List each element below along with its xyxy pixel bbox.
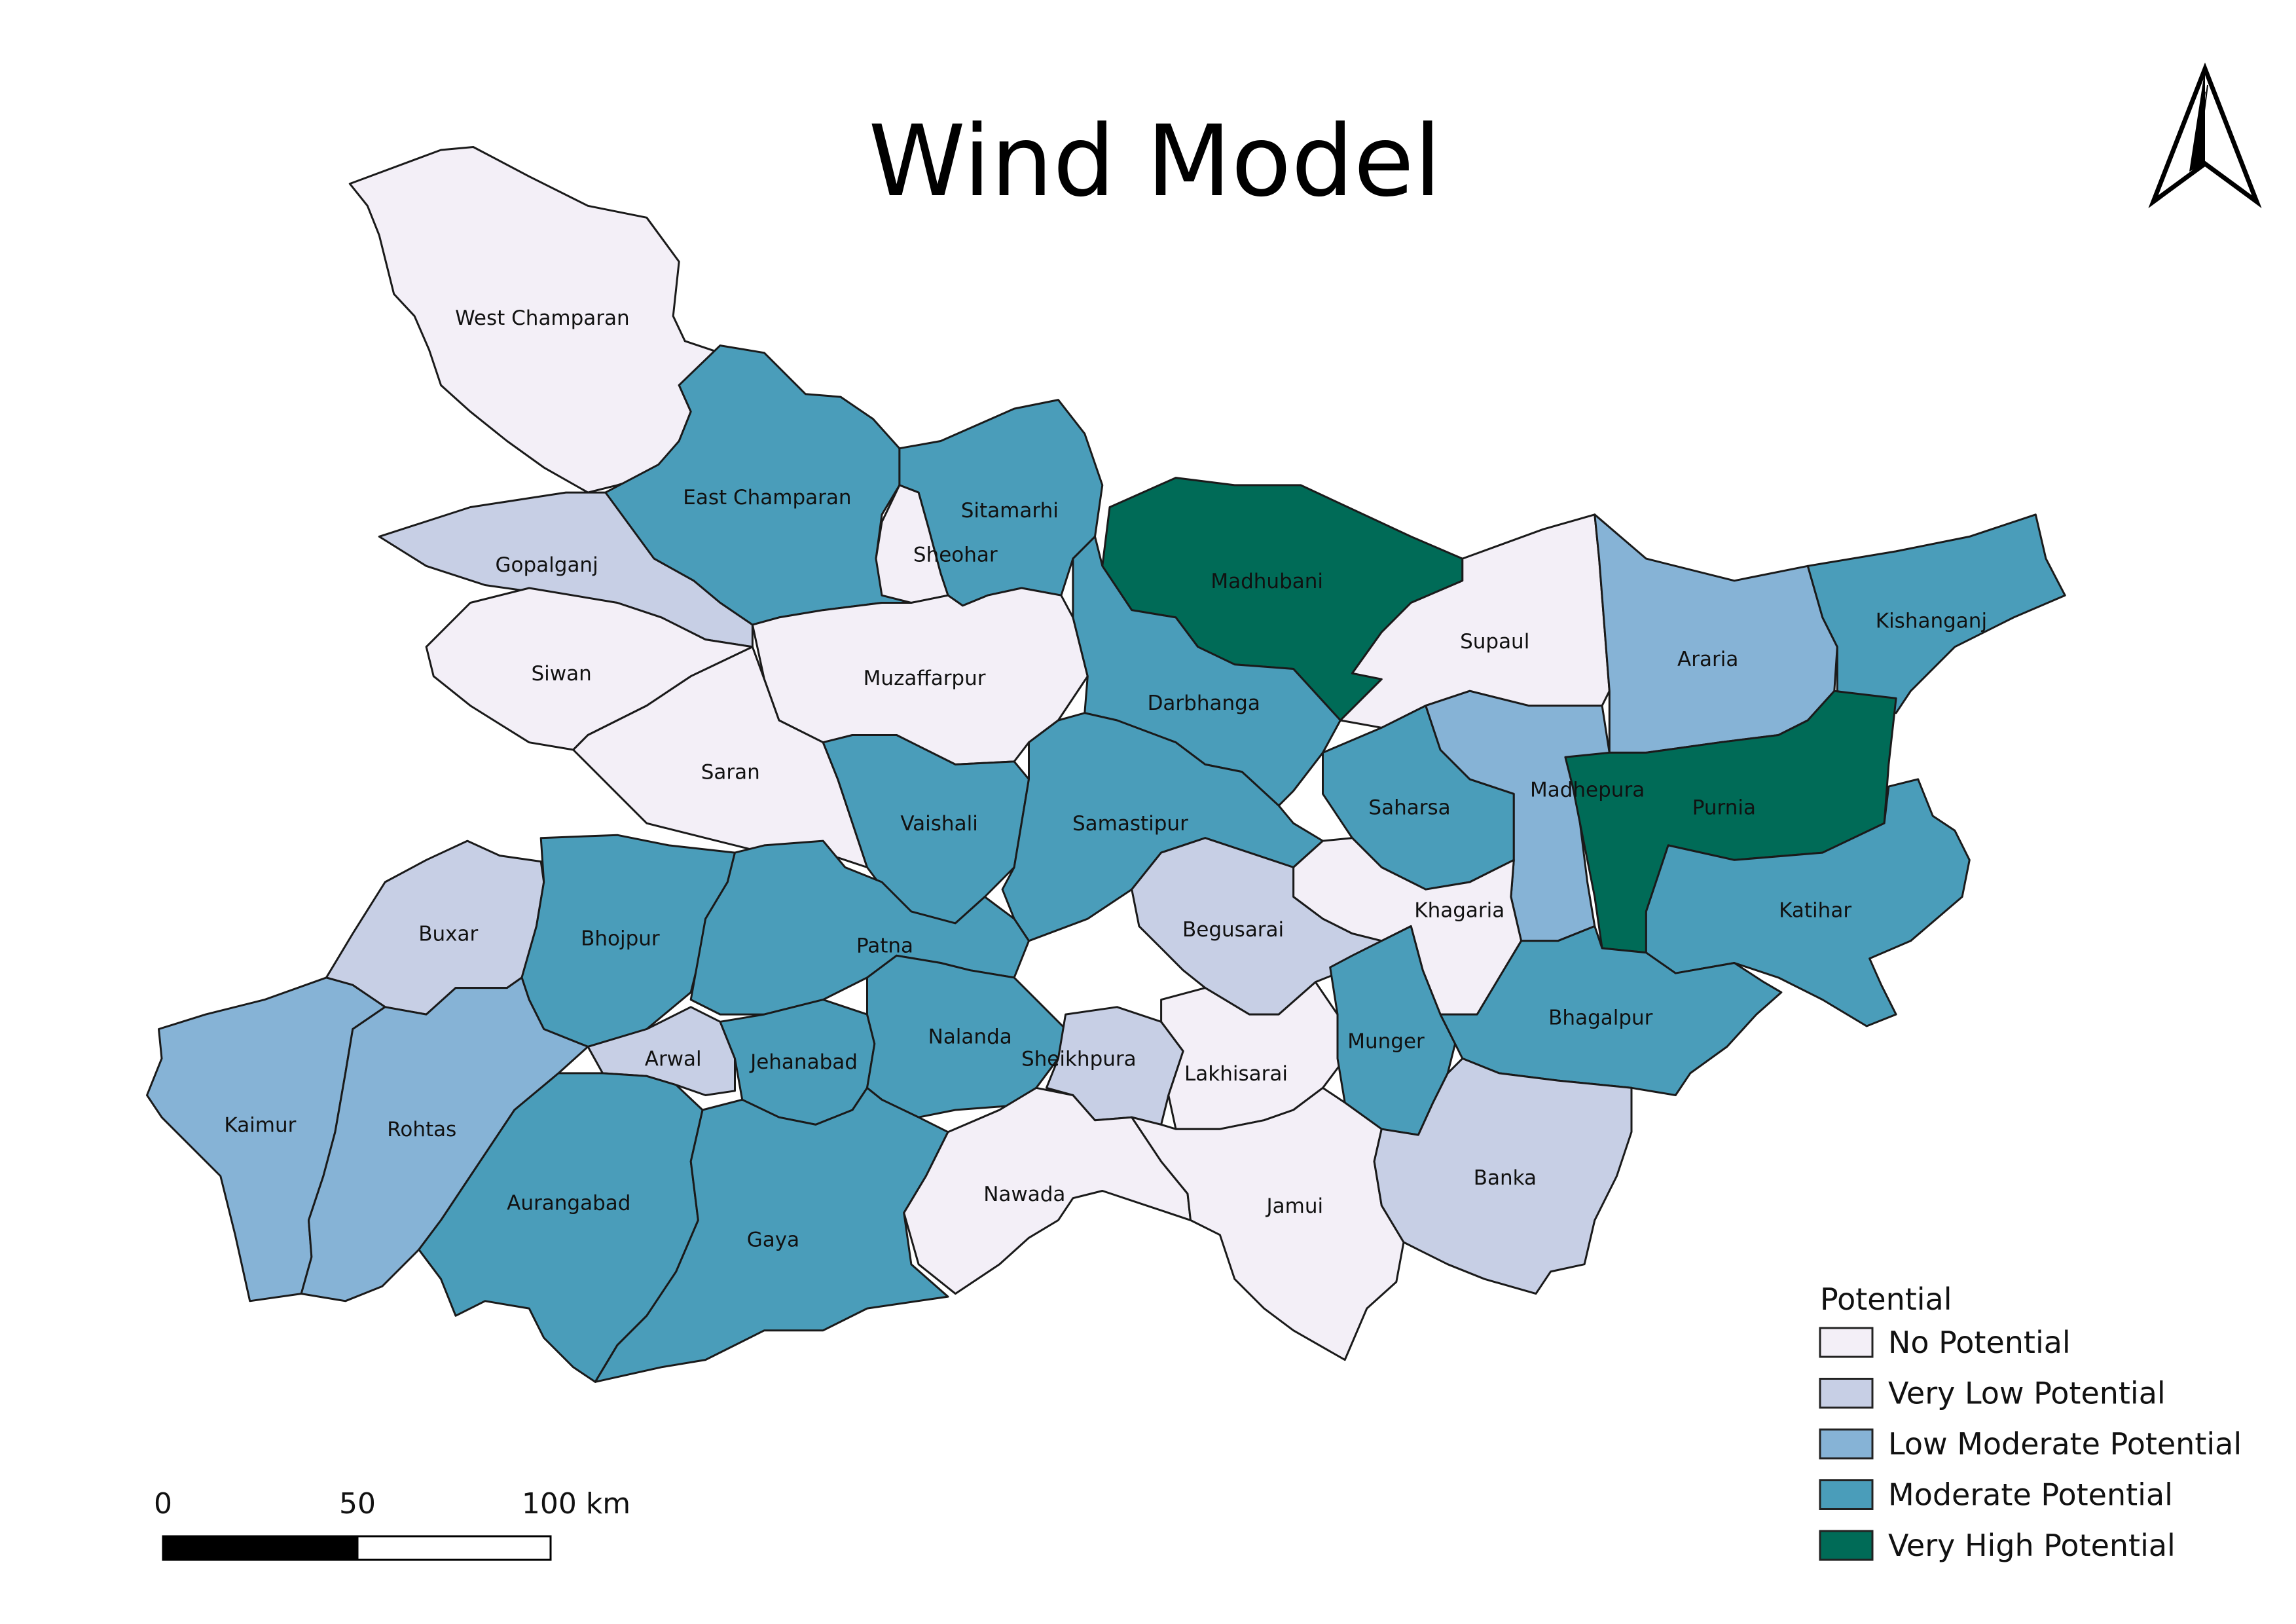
district-label-siwan: Siwan	[531, 662, 591, 686]
north-arrow-icon	[2148, 62, 2262, 208]
district-label-khagaria: Khagaria	[1414, 899, 1504, 923]
district-label-nawada: Nawada	[983, 1183, 1065, 1206]
legend-swatch-very-low-potential	[1819, 1378, 1874, 1409]
district-label-gaya: Gaya	[747, 1228, 799, 1252]
district-label-nalanda: Nalanda	[928, 1025, 1012, 1049]
district-bhojpur	[520, 834, 736, 1048]
legend-swatch-moderate-potential	[1819, 1479, 1874, 1510]
district-label-madhubani: Madhubani	[1211, 570, 1323, 593]
district-label-saran: Saran	[701, 761, 760, 784]
district-label-katihar: Katihar	[1779, 899, 1851, 923]
district-label-muzaffarpur: Muzaffarpur	[864, 667, 986, 690]
district-label-samastipur: Samastipur	[1072, 812, 1188, 836]
district-layer: West Champaran East Champaran Sitamarhi She…	[146, 146, 2066, 1383]
district-label-vaishali: Vaishali	[900, 812, 977, 836]
district-label-kishanganj: Kishanganj	[1876, 609, 1987, 633]
district-label-rohtas: Rohtas	[387, 1118, 456, 1141]
district-label-buxar: Buxar	[418, 923, 478, 946]
scale-segment-light	[356, 1535, 552, 1561]
scale-bar: 0 50 100 km	[154, 1487, 630, 1561]
district-label-kaimur: Kaimur	[224, 1113, 296, 1137]
legend-swatch-low-moderate-potential	[1819, 1428, 1874, 1460]
district-label-bhagalpur: Bhagalpur	[1548, 1006, 1653, 1030]
district-label-saharsa: Saharsa	[1368, 796, 1450, 820]
district-label-darbhanga: Darbhanga	[1148, 692, 1260, 715]
district-label-supaul: Supaul	[1460, 630, 1529, 654]
map-title: Wind Model	[868, 105, 1441, 219]
district-label-patna: Patna	[856, 934, 913, 958]
district-label-sheohar: Sheohar	[913, 543, 998, 566]
district-label-west-champaran: West Champaran	[455, 306, 630, 330]
district-label-begusarai: Begusarai	[1182, 918, 1284, 942]
district-label-araria: Araria	[1677, 648, 1738, 671]
scale-label-0: 0	[154, 1487, 172, 1521]
district-label-munger: Munger	[1347, 1030, 1425, 1054]
legend-items: No Potential Very Low Potential Low Modera…	[1819, 1325, 2242, 1563]
legend-label-very-low-potential: Very Low Potential	[1888, 1376, 2166, 1411]
legend-label-no-potential: No Potential	[1888, 1325, 2071, 1360]
district-vaishali	[822, 734, 1030, 925]
legend-title: Potential	[1820, 1282, 1952, 1317]
district-label-purnia: Purnia	[1692, 796, 1756, 820]
legend-swatch-no-potential	[1819, 1327, 1874, 1358]
district-label-lakhisarai: Lakhisarai	[1184, 1062, 1288, 1086]
legend-label-low-moderate-potential: Low Moderate Potential	[1888, 1426, 2242, 1462]
district-label-madhepura: Madhepura	[1530, 779, 1645, 802]
district-label-banka: Banka	[1474, 1166, 1537, 1190]
district-label-arwal: Arwal	[645, 1047, 702, 1071]
district-label-sitamarhi: Sitamarhi	[961, 499, 1059, 523]
district-label-jamui: Jamui	[1265, 1194, 1323, 1218]
district-label-east-champaran: East Champaran	[683, 486, 851, 509]
district-label-gopalganj: Gopalganj	[495, 553, 598, 577]
legend-label-moderate-potential: Moderate Potential	[1888, 1477, 2173, 1513]
district-label-bhojpur: Bhojpur	[581, 927, 660, 950]
district-label-aurangabad: Aurangabad	[507, 1191, 630, 1215]
district-bhagalpur	[1439, 925, 1783, 1096]
district-kishanganj	[1806, 513, 2066, 714]
scale-segment-dark	[162, 1535, 359, 1561]
district-gaya	[594, 1086, 949, 1383]
scale-label-100: 100 km	[522, 1487, 630, 1521]
district-label-sheikhpura: Sheikhpura	[1021, 1047, 1137, 1071]
scale-label-50: 50	[339, 1487, 376, 1521]
legend-swatch-very-high-potential	[1819, 1530, 1874, 1561]
district-label-jehanabad: Jehanabad	[749, 1050, 858, 1074]
district-banka	[1373, 1057, 1633, 1295]
legend-label-very-high-potential: Very High Potential	[1888, 1528, 2176, 1563]
district-nawada	[903, 1086, 1192, 1295]
legend: Potential No Potential Very Low Potential…	[1819, 1282, 2242, 1563]
